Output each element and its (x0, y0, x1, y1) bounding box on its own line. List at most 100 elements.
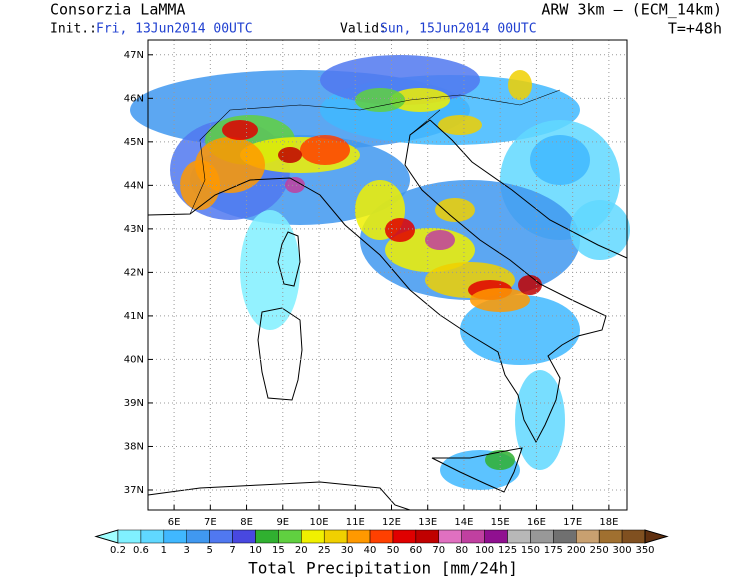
coast-sicily (431, 447, 523, 493)
precip-area (530, 135, 590, 185)
colorbar-title: Total Precipitation [mm/24h] (248, 559, 518, 578)
lat-tick-label: 37N (124, 485, 144, 496)
precip-area (300, 135, 350, 165)
init-label: Init.: (50, 22, 97, 37)
valid-date: Sun, 15Jun2014 00UTC (380, 22, 537, 37)
colorbar-label: 125 (498, 545, 517, 556)
colorbar-label: 40 (364, 545, 377, 556)
colorbar-label: 250 (590, 545, 609, 556)
lat-tick-label: 45N (124, 137, 144, 148)
lon-tick-label: 6E (168, 517, 181, 528)
colorbar-box (461, 529, 485, 544)
colorbar-box (369, 529, 394, 544)
colorbar-label: 1 (161, 545, 167, 556)
coastlines (147, 89, 628, 511)
lat-tick-label: 44N (124, 180, 144, 191)
valid-label: Valid: (340, 22, 387, 37)
colorbar-label: 5 (206, 545, 212, 556)
colorbar-box (392, 529, 417, 544)
colorbar-label: 15 (272, 545, 285, 556)
colorbar-box (598, 529, 623, 544)
lead-time: T=+48h (668, 20, 722, 38)
colorbar-box (553, 529, 577, 544)
colorbar-box (301, 529, 325, 544)
colorbar-label: 150 (521, 545, 540, 556)
lat-tick-label: 41N (124, 311, 144, 322)
precip-area (435, 198, 475, 222)
lon-tick-label: 17E (563, 517, 582, 528)
lon-tick-label: 10E (309, 517, 328, 528)
precip-area (222, 120, 258, 140)
colorbar-label: 50 (387, 545, 400, 556)
colorbar-label: 80 (455, 545, 468, 556)
graticule: 6E 7E 8E 9E 10E 11E 12E 13E 14E 15E 16E 17E 18E 47N 46… (124, 40, 627, 528)
lat-tick-label: 40N (124, 354, 144, 365)
colorbar-end (644, 529, 669, 544)
colorbar-box (576, 529, 600, 544)
precip-area (278, 147, 302, 163)
colorbar-box (163, 529, 187, 544)
colorbar-label: 0.6 (133, 545, 149, 556)
lon-tick-label: 14E (454, 517, 473, 528)
colorbar-box (484, 529, 508, 544)
colorbar-label: 100 (475, 545, 494, 556)
colorbar-label: 175 (544, 545, 563, 556)
precip-area (385, 218, 415, 242)
init-date: Fri, 13Jun2014 00UTC (96, 22, 253, 37)
precip-area (438, 115, 482, 135)
colorbar-box (209, 529, 233, 544)
colorbar-label: 0.2 (110, 545, 126, 556)
lon-tick-label: 11E (346, 517, 365, 528)
lat-tick-label: 46N (124, 93, 144, 104)
colorbar-box (117, 529, 142, 544)
colorbar-label: 20 (295, 545, 308, 556)
borders (189, 89, 561, 215)
colorbar-box (323, 529, 348, 544)
colorbar-box (621, 529, 646, 544)
colorbar-label: 3 (184, 545, 190, 556)
precip-area (425, 230, 455, 250)
coast-africa (147, 481, 411, 511)
precip-area (508, 70, 532, 100)
colorbar-box (507, 529, 531, 544)
colorbar-end (94, 529, 119, 544)
lon-tick-label: 12E (382, 517, 401, 528)
lon-tick-label: 15E (491, 517, 510, 528)
lon-tick-label: 7E (204, 517, 217, 528)
precip-area (390, 88, 450, 112)
colorbar-box (255, 529, 279, 544)
colorbar-box (232, 529, 256, 544)
colorbar-box (140, 529, 165, 544)
lat-tick-label: 42N (124, 267, 144, 278)
lon-tick-label: 18E (599, 517, 618, 528)
lon-tick-label: 9E (276, 517, 289, 528)
precip-field (130, 55, 630, 490)
colorbar-label: 30 (341, 545, 354, 556)
colorbar-box (278, 529, 302, 544)
precip-area (355, 88, 405, 112)
colorbar-box (438, 529, 462, 544)
colorbar-box (530, 529, 554, 544)
lat-tick-label: 43N (124, 224, 144, 235)
lat-tick-label: 38N (124, 441, 144, 452)
lon-tick-label: 8E (240, 517, 253, 528)
colorbar-label: 7 (229, 545, 235, 556)
lon-tick-label: 13E (418, 517, 437, 528)
map-frame (147, 39, 628, 511)
coast-sardinia (257, 307, 303, 401)
colorbar-label: 10 (249, 545, 262, 556)
lat-tick-label: 47N (124, 50, 144, 61)
precip-area (285, 177, 305, 193)
precip-area (515, 370, 565, 470)
colorbar-label: 300 (613, 545, 632, 556)
precip-area (518, 275, 542, 295)
lat-tick-label: 39N (124, 398, 144, 409)
lon-tick-label: 16E (527, 517, 546, 528)
org-title: Consorzia LaMMA (50, 1, 185, 19)
colorbar-label: 25 (318, 545, 331, 556)
colorbar-label: 350 (635, 545, 654, 556)
coast-corsica (277, 231, 301, 287)
colorbar-box (186, 529, 210, 544)
colorbar-box (415, 529, 440, 544)
